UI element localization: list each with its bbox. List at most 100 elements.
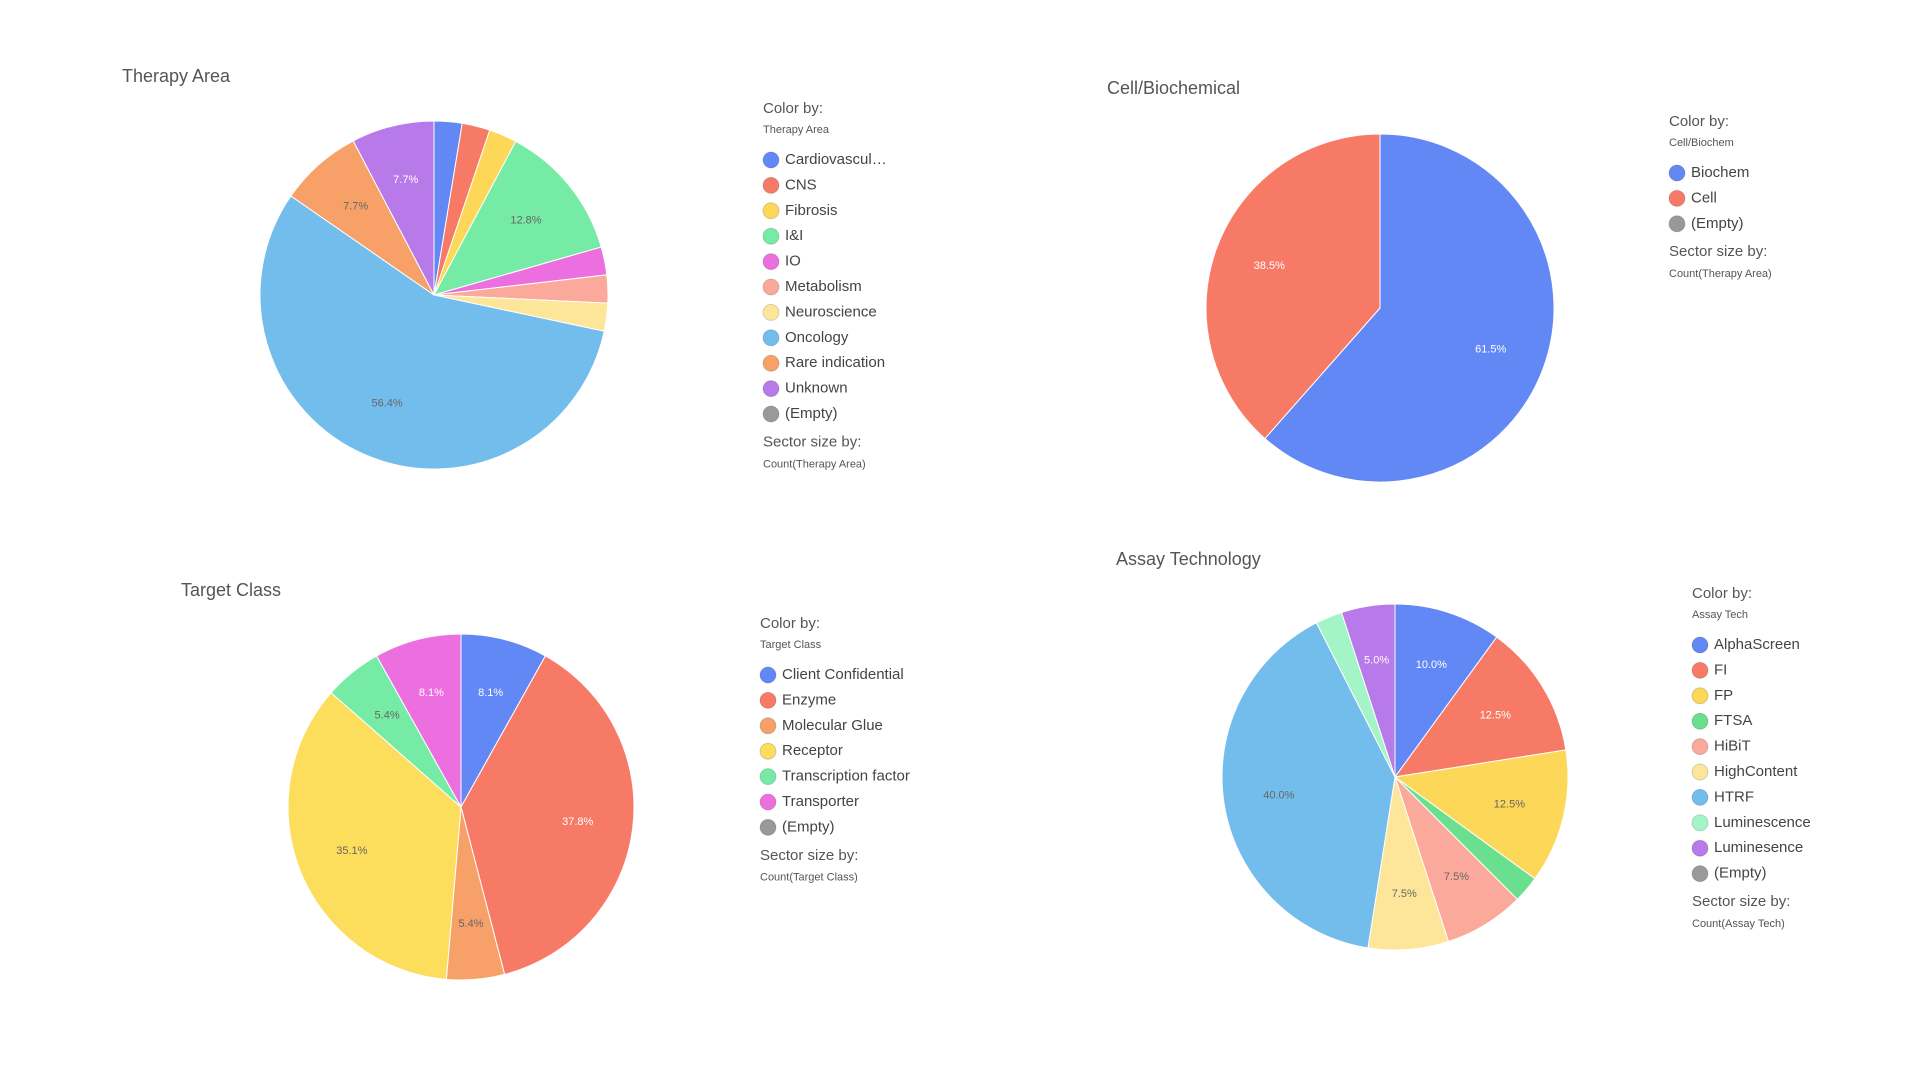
size-title: Sector size by: [1669, 243, 1767, 260]
size-title: Sector size by: [763, 433, 861, 450]
legend-item: (Empty) [782, 818, 835, 835]
legend-swatch [1691, 839, 1709, 857]
pie-chart: Target Class 8.1% 37.8% 5.4% 35.1% 5.4% 8.1% Co… [181, 580, 910, 981]
legend-item: HighContent [1714, 763, 1798, 780]
legend-swatch [759, 691, 777, 709]
slice-label: 12.5% [1494, 798, 1525, 810]
pie-chart: Therapy Area 12.8% 56.4% 7.7% 7.7% Color by: T… [122, 66, 887, 471]
slice-label: 8.1% [419, 687, 444, 699]
legend-swatch [762, 202, 780, 220]
legend-item: AlphaScreen [1714, 636, 1800, 653]
pie-slice [1221, 622, 1396, 949]
pie-slice [460, 633, 547, 809]
slice-label: 38.5% [1254, 260, 1285, 272]
pie-slice [1340, 603, 1396, 778]
legend-swatch [759, 818, 777, 836]
legend-item: Enzyme [782, 691, 836, 708]
legend-swatch [1691, 712, 1709, 730]
slice-label: 5.0% [1364, 655, 1389, 667]
legend-item: Metabolism [785, 278, 862, 295]
slice-label: 7.7% [393, 174, 418, 186]
legend-item: Rare indication [785, 354, 885, 371]
legend-swatch [762, 253, 780, 271]
legend-item: HiBiT [1714, 738, 1751, 755]
legend-swatch [1691, 636, 1709, 654]
slice-label: 7.5% [1392, 888, 1417, 900]
legend-swatch [762, 380, 780, 398]
legend-field: Cell/Biochem [1669, 137, 1734, 149]
legend-item: Cardiovascul… [785, 151, 887, 168]
legend-swatch [759, 742, 777, 760]
slice-label: 7.5% [1444, 871, 1469, 883]
pie-slice [1264, 133, 1555, 483]
legend-swatch [762, 405, 780, 423]
legend-title: Color by: [1692, 585, 1752, 602]
pie-slice [259, 195, 605, 470]
legend-item: Fibrosis [785, 202, 838, 219]
slice-label: 7.7% [343, 200, 368, 212]
legend-item: (Empty) [785, 405, 838, 422]
slice-label: 35.1% [336, 845, 367, 857]
size-field: Count(Assay Tech) [1692, 918, 1785, 930]
pie-slice [352, 120, 435, 296]
slice-label: 56.4% [371, 398, 402, 410]
chart-title: Assay Technology [1116, 549, 1261, 569]
pie-slice [460, 655, 635, 976]
pie-slice [1205, 133, 1381, 440]
legend-item: FP [1714, 687, 1733, 704]
legend-item: Luminescence [1714, 814, 1811, 831]
legend-swatch [1691, 763, 1709, 781]
legend-swatch [1691, 687, 1709, 705]
legend-item: Neuroscience [785, 303, 877, 320]
legend-item: (Empty) [1714, 865, 1767, 882]
slice-label: 5.4% [375, 709, 400, 721]
slice-label: 12.5% [1480, 709, 1511, 721]
slice-label: 10.0% [1416, 659, 1447, 671]
legend-item: Molecular Glue [782, 717, 883, 734]
legend-item: Transporter [782, 793, 859, 810]
legend-field: Target Class [760, 639, 822, 651]
legend-item: I&I [785, 227, 803, 244]
legend-swatch [1691, 814, 1709, 832]
legend-item: Receptor [782, 742, 843, 759]
legend-swatch [1691, 738, 1709, 756]
legend-swatch [762, 227, 780, 245]
size-title: Sector size by: [760, 847, 858, 864]
pie-chart: Cell/Biochemical 61.5% 38.5% Color by: Cell/… [1107, 78, 1772, 483]
slice-label: 40.0% [1263, 789, 1294, 801]
legend-item: Unknown [785, 380, 848, 397]
legend-item: Client Confidential [782, 666, 904, 683]
pie-slice [1393, 636, 1567, 778]
legend-item: Oncology [785, 329, 849, 346]
legend-item: (Empty) [1691, 215, 1744, 232]
legend-swatch [762, 151, 780, 169]
slice-label: 8.1% [478, 687, 503, 699]
legend-field: Assay Tech [1692, 609, 1748, 621]
legend-swatch [762, 354, 780, 372]
legend-swatch [762, 329, 780, 347]
size-title: Sector size by: [1692, 893, 1790, 910]
legend-swatch [1668, 215, 1686, 233]
slice-label: 12.8% [510, 214, 541, 226]
legend-item: Luminesence [1714, 839, 1803, 856]
legend-swatch [759, 793, 777, 811]
chart-title: Therapy Area [122, 66, 231, 86]
legend-swatch [1691, 865, 1709, 883]
legend-item: IO [785, 253, 801, 270]
legend-title: Color by: [763, 100, 823, 117]
legend-swatch [762, 176, 780, 194]
legend-title: Color by: [760, 615, 820, 632]
pie-slice [433, 140, 602, 296]
pie-slice [375, 633, 462, 809]
size-field: Count(Target Class) [760, 872, 858, 884]
legend-swatch [759, 666, 777, 684]
legend-swatch [1691, 788, 1709, 806]
legend-swatch [1691, 661, 1709, 679]
legend-item: FI [1714, 661, 1727, 678]
pie-chart: Assay Technology 10.0% 12.5% 12.5% 7.5% 7.5% 4… [1116, 549, 1811, 951]
slice-label: 5.4% [458, 918, 483, 930]
pie-slice [1394, 603, 1498, 779]
legend-item: Biochem [1691, 164, 1749, 181]
